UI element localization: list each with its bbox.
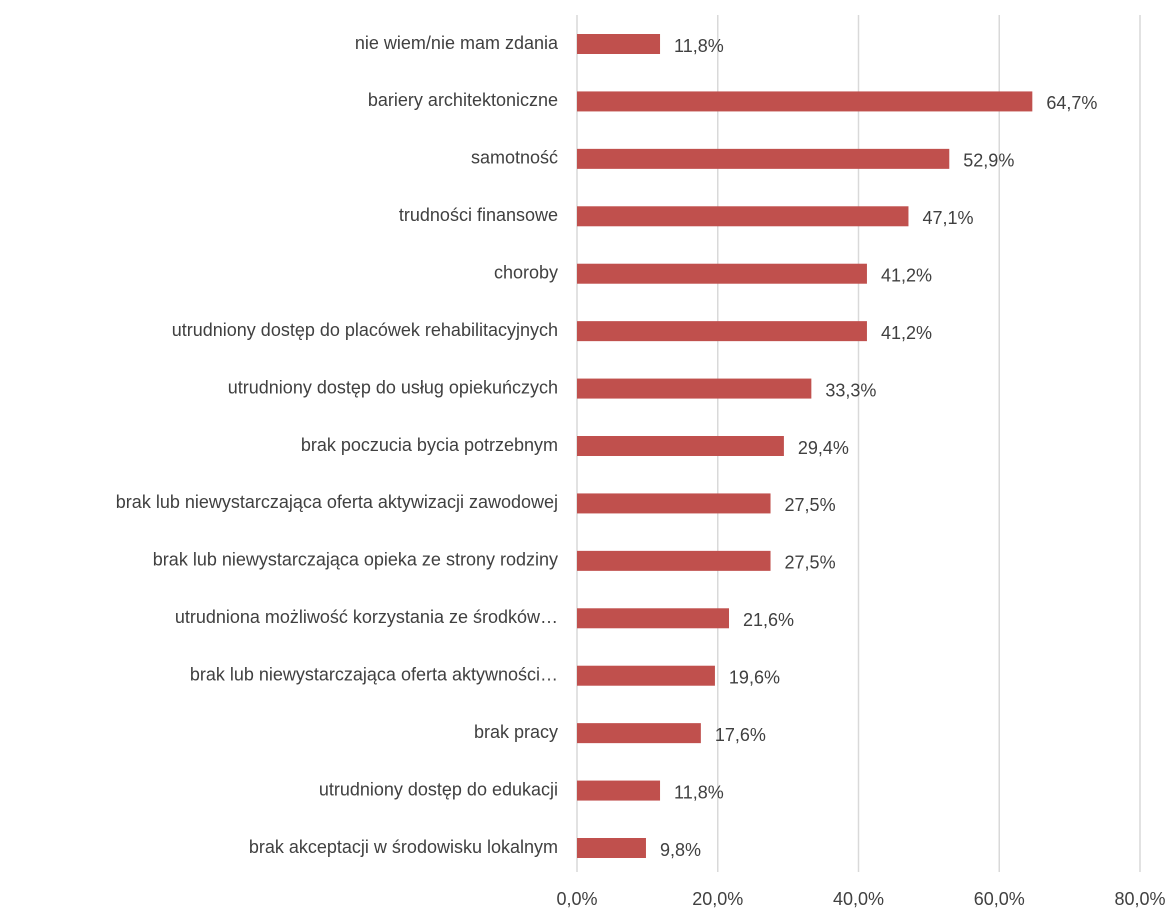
y-tick-label: bariery architektoniczne: [368, 90, 558, 110]
value-label: 29,4%: [798, 438, 849, 458]
value-label: 41,2%: [881, 265, 932, 285]
y-tick-label: brak lub niewystarczająca opieka ze stro…: [153, 550, 558, 570]
bar: [577, 665, 715, 686]
bar: [577, 608, 730, 629]
value-label: 19,6%: [729, 667, 780, 687]
y-tick-label: utrudniony dostęp do placówek rehabilita…: [172, 320, 558, 340]
value-label: 9,8%: [660, 840, 701, 860]
y-tick-label: samotność: [471, 148, 558, 168]
x-tick-label: 0,0%: [556, 889, 597, 909]
x-tick-label: 80,0%: [1114, 889, 1165, 909]
y-tick-label: utrudniony dostęp do usług opiekuńczych: [228, 377, 558, 397]
x-tick-label: 40,0%: [833, 889, 884, 909]
y-tick-label: utrudniony dostęp do edukacji: [319, 779, 558, 799]
bar: [577, 723, 701, 744]
x-tick-label: 20,0%: [692, 889, 743, 909]
value-label: 33,3%: [825, 380, 876, 400]
bar: [577, 263, 867, 284]
value-label: 27,5%: [785, 553, 836, 573]
y-tick-label: utrudniona możliwość korzystania ze środ…: [175, 607, 558, 627]
x-tick-label: 60,0%: [974, 889, 1025, 909]
value-label: 52,9%: [963, 151, 1014, 171]
value-label: 47,1%: [922, 208, 973, 228]
bar: [577, 838, 646, 858]
y-tick-label: trudności finansowe: [399, 205, 558, 225]
value-label: 64,7%: [1046, 93, 1097, 113]
bar: [577, 206, 909, 227]
value-label: 41,2%: [881, 323, 932, 343]
y-tick-label: brak pracy: [474, 722, 558, 742]
bar: [577, 493, 771, 514]
value-label: 11,8%: [674, 36, 724, 56]
y-tick-label: choroby: [494, 262, 558, 282]
y-tick-label: brak akceptacji w środowisku lokalnym: [249, 837, 558, 857]
bar: [577, 780, 661, 801]
bar: [577, 34, 661, 54]
bar: [577, 148, 950, 169]
y-tick-label: brak poczucia bycia potrzebnym: [301, 435, 558, 455]
value-label: 11,8%: [674, 782, 724, 802]
y-tick-label: brak lub niewystarczająca oferta aktywiz…: [116, 492, 558, 512]
bar: [577, 378, 812, 399]
bar: [577, 436, 784, 456]
value-label: 21,6%: [743, 610, 794, 630]
bar: [577, 91, 1033, 112]
bar: [577, 550, 771, 571]
bar: [577, 321, 867, 342]
y-tick-label: nie wiem/nie mam zdania: [355, 33, 559, 53]
y-tick-label: brak lub niewystarczająca oferta aktywno…: [190, 664, 558, 684]
value-label: 27,5%: [785, 495, 836, 515]
value-label: 17,6%: [715, 725, 766, 745]
